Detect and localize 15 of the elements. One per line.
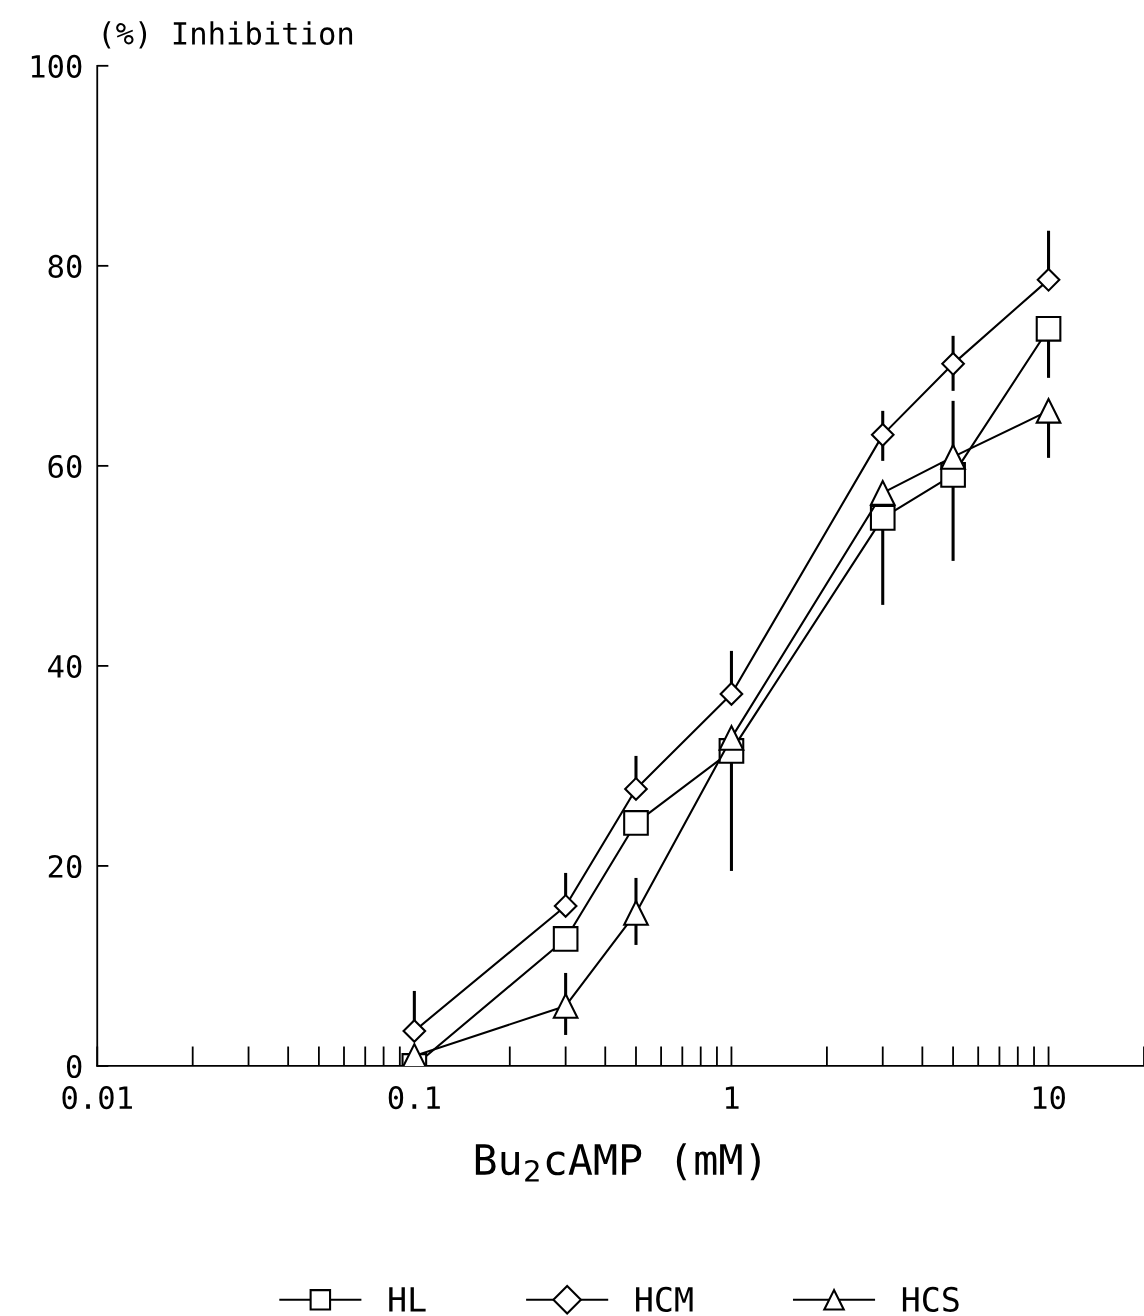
x-tick-label: 0.1	[388, 1086, 440, 1110]
x-tick-label: 1	[725, 1086, 739, 1109]
y-axis-title: (%) Inhibition	[103, 21, 353, 49]
x-tick-label: 0.01	[62, 1086, 132, 1110]
y-tick-label: 60	[48, 454, 82, 478]
y-tick-label: 20	[48, 854, 82, 879]
legend-label: HCM	[636, 1286, 693, 1312]
y-tick-label: 40	[48, 654, 82, 679]
x-axis-title: Bu$_{2}$cAMP (mM)	[475, 1143, 760, 1182]
x-tick-label: 10	[1033, 1086, 1065, 1110]
legend-label: HL	[389, 1287, 426, 1312]
y-tick-label: 100	[31, 54, 82, 78]
legend-label: HCS	[902, 1286, 959, 1312]
y-tick-label: 80	[48, 254, 82, 278]
y-tick-label: 0	[66, 1054, 82, 1079]
